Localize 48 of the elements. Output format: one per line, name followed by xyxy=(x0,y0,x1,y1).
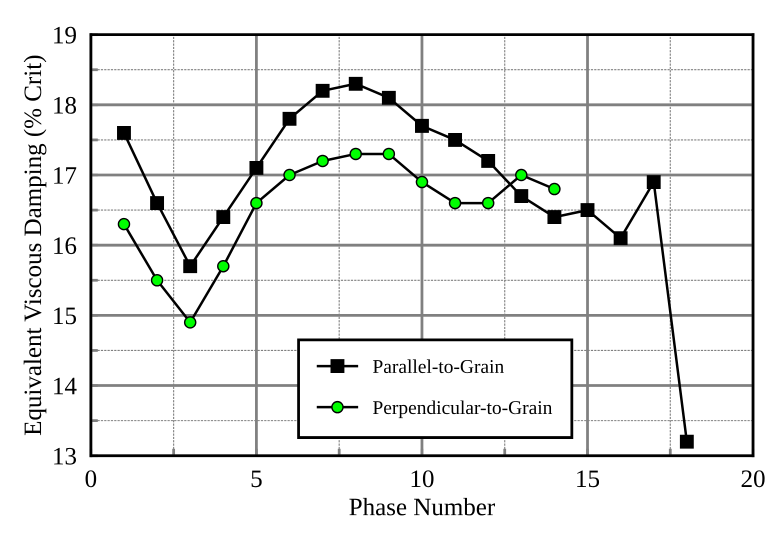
y-tick-label: 17 xyxy=(54,167,76,184)
y-tick-label: 16 xyxy=(54,237,76,254)
x-tick-label: 10 xyxy=(412,470,434,488)
point xyxy=(216,210,230,224)
x-axis-title: Phase Number xyxy=(349,498,495,516)
point xyxy=(217,260,230,272)
point xyxy=(482,196,494,210)
point xyxy=(448,132,462,147)
point xyxy=(150,274,164,287)
point xyxy=(250,196,263,210)
y-tick-label: 13 xyxy=(54,448,76,465)
x-tick-label: 15 xyxy=(577,470,600,488)
y-tick-label: 14 xyxy=(54,378,77,394)
point xyxy=(349,148,362,160)
x-tick-label: 20 xyxy=(742,470,765,488)
point xyxy=(415,118,429,133)
point xyxy=(614,231,628,246)
point xyxy=(282,112,296,126)
point xyxy=(348,76,363,91)
point xyxy=(547,210,562,224)
point xyxy=(416,176,428,188)
legend-label: Parallel-to-Grain xyxy=(373,359,504,374)
point xyxy=(183,259,198,274)
point xyxy=(117,126,131,140)
point xyxy=(448,196,462,210)
point xyxy=(316,84,330,98)
point xyxy=(646,175,661,189)
point xyxy=(249,161,264,175)
point xyxy=(548,182,561,196)
x-tick-label: 0 xyxy=(86,470,96,488)
y-tick-label: 18 xyxy=(54,96,76,114)
point xyxy=(150,196,164,210)
legend-label: Perpendicular-to-Grain xyxy=(373,400,552,418)
x-tick-label: 5 xyxy=(252,470,262,488)
point xyxy=(184,316,196,329)
point xyxy=(316,154,329,168)
point xyxy=(382,90,396,105)
point xyxy=(515,168,528,182)
point xyxy=(680,434,694,449)
point xyxy=(118,218,130,230)
point xyxy=(580,203,594,218)
point xyxy=(481,154,496,168)
y-tick-label: 15 xyxy=(54,308,76,324)
point xyxy=(283,168,296,182)
y-tick-label: 19 xyxy=(54,26,76,44)
point xyxy=(514,189,528,203)
point xyxy=(382,148,396,160)
y-axis-title: Equivalent Viscous Damping (% Crit) xyxy=(24,56,46,436)
